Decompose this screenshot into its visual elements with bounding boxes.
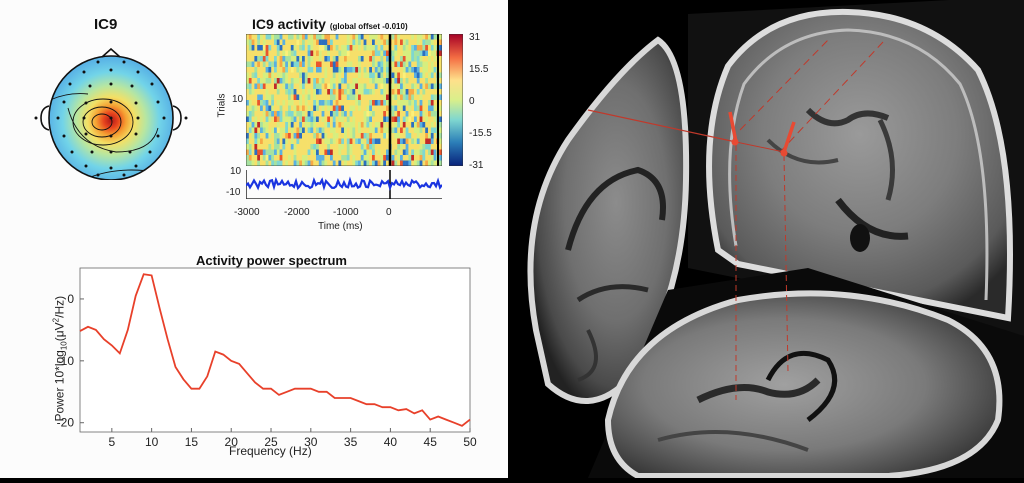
erp-title-main: IC9 activity bbox=[252, 16, 326, 32]
power-spectrum-chart: 5 10 15 20 25 30 35 40 45 50 0 -10 -20 bbox=[57, 267, 477, 449]
topomap-title: IC9 bbox=[94, 16, 118, 33]
x-tick-label: 10 bbox=[145, 435, 159, 449]
x-tick-label: 40 bbox=[384, 435, 398, 449]
y-tick-label: -10 bbox=[57, 354, 75, 368]
electrode-dots bbox=[34, 60, 188, 177]
erp-xlabel: Time (ms) bbox=[318, 221, 363, 232]
x-tick-label: 25 bbox=[264, 435, 278, 449]
erp-xtick: -1000 bbox=[333, 207, 359, 218]
spectrum-series-line bbox=[79, 273, 471, 427]
scalp-topomap bbox=[34, 48, 188, 180]
right-ear-shape bbox=[172, 105, 182, 131]
colorbar-tick: -15.5 bbox=[469, 128, 492, 139]
x-tick-label: 45 bbox=[424, 435, 438, 449]
erp-title-offset: (global offset -0.010) bbox=[329, 22, 408, 31]
colorbar-tick: 15.5 bbox=[469, 64, 489, 75]
mri-slices bbox=[508, 0, 1024, 479]
erp-xtick: 0 bbox=[386, 207, 392, 218]
erp-image-title: IC9 activity (global offset -0.010) bbox=[252, 16, 408, 32]
spectrum-title: Activity power spectrum bbox=[196, 253, 347, 268]
erp-colorbar bbox=[449, 34, 463, 166]
mri-3d-view bbox=[508, 0, 1024, 479]
y-tick-label: 0 bbox=[67, 292, 74, 306]
colorbar-tick: 0 bbox=[469, 96, 475, 107]
erp-xtick: -2000 bbox=[284, 207, 310, 218]
erp-average-trace bbox=[246, 170, 442, 199]
erp-xtick: -3000 bbox=[234, 207, 260, 218]
trace-ytick: -10 bbox=[226, 187, 241, 198]
colorbar-tick: 31 bbox=[469, 32, 481, 43]
dipole-marker-2 bbox=[782, 121, 796, 153]
x-tick-label: 30 bbox=[304, 435, 318, 449]
erp-ytick: 10 bbox=[232, 94, 244, 105]
colorbar-tick: -31 bbox=[469, 160, 484, 171]
left-ear-shape bbox=[40, 105, 50, 131]
spectrum-xlabel: Frequency (Hz) bbox=[229, 444, 312, 458]
x-tick-label: 50 bbox=[463, 435, 477, 449]
dipole-marker-1 bbox=[728, 111, 738, 143]
x-tick-label: 5 bbox=[108, 435, 115, 449]
y-tick-label: -20 bbox=[57, 416, 75, 430]
x-tick-label: 20 bbox=[225, 435, 239, 449]
x-tick-label: 15 bbox=[185, 435, 199, 449]
spectrum-plot-area bbox=[79, 267, 471, 433]
erp-image bbox=[246, 34, 442, 166]
x-tick-label: 35 bbox=[344, 435, 358, 449]
trace-ytick: 10 bbox=[230, 166, 242, 177]
eeglab-figure-panel: IC9 bbox=[0, 0, 508, 478]
nose-shape bbox=[101, 48, 121, 58]
erp-ylabel: Trials bbox=[216, 93, 228, 118]
